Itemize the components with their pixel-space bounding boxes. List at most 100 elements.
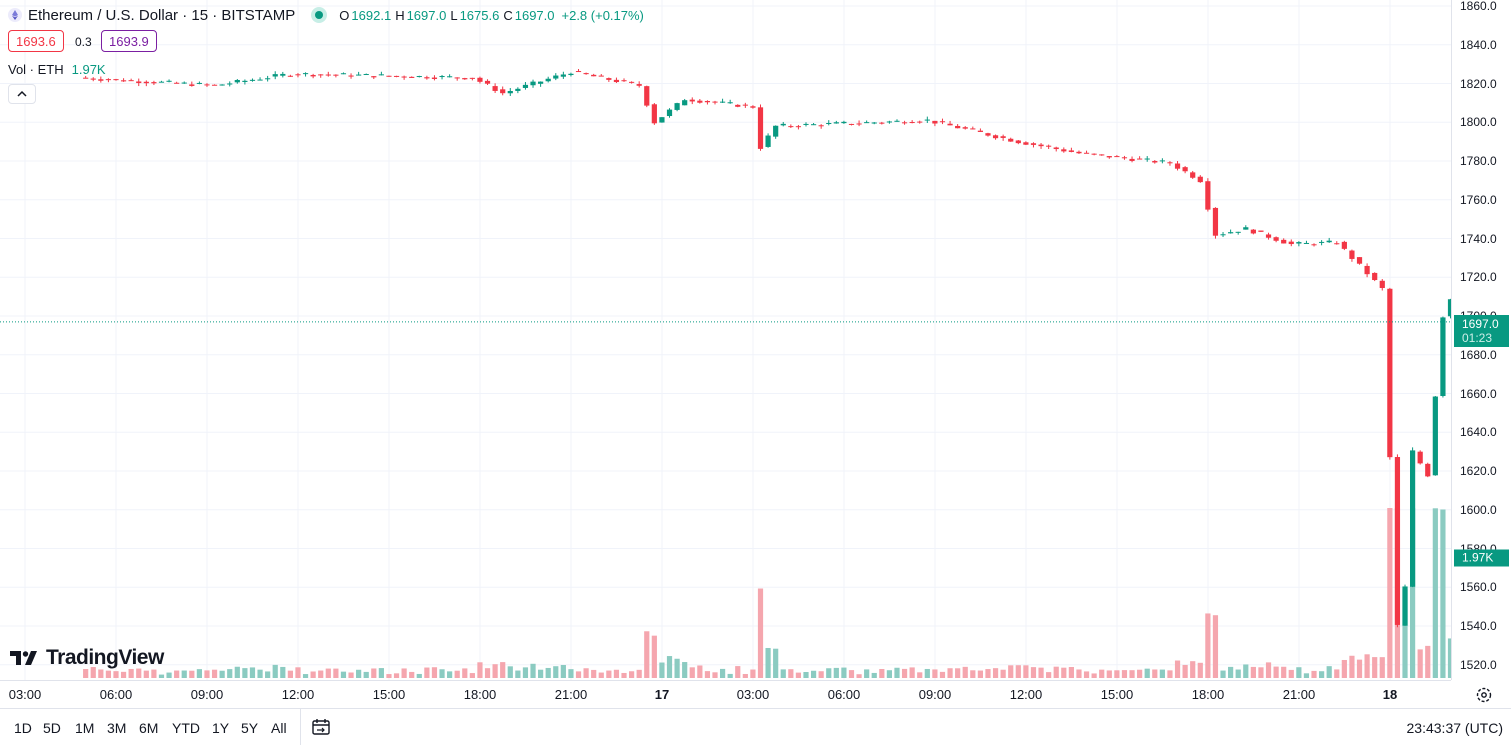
time-axis[interactable]: 03:00 06:00 09:00 12:00 15:00 18:00 21:00 17 03:… xyxy=(0,680,1451,709)
volume-bar xyxy=(1387,508,1393,678)
candle xyxy=(1114,155,1120,158)
volume-bar xyxy=(113,671,119,678)
candle xyxy=(1349,249,1355,262)
volume-bar xyxy=(477,662,483,678)
volume-bar xyxy=(136,668,142,678)
candle xyxy=(143,80,149,87)
volume-bar xyxy=(697,665,703,678)
chart-pane[interactable]: Ethereum / U.S. Dollar · 15 · BITSTAMP O… xyxy=(0,0,1451,680)
volume-bar xyxy=(1409,508,1416,678)
date-range-icon[interactable] xyxy=(300,709,331,745)
range-button-1m[interactable]: 1M xyxy=(75,720,95,736)
candle xyxy=(1121,155,1128,160)
candle xyxy=(310,73,316,79)
sell-button[interactable]: 1693.6 xyxy=(8,30,64,52)
candle xyxy=(1212,207,1219,239)
time-tick: 09:00 xyxy=(190,687,224,702)
volume-bar xyxy=(545,667,551,678)
candle xyxy=(462,77,468,80)
candle xyxy=(105,78,112,83)
volume-bar xyxy=(970,670,976,678)
volume-bar xyxy=(280,666,286,678)
candle xyxy=(1228,229,1234,234)
volume-bar xyxy=(909,667,915,678)
candle xyxy=(1273,236,1279,243)
volume-bar xyxy=(1137,669,1143,678)
price-axis[interactable]: 1860.0 1840.0 1820.0 1800.0 1780.0 1760.0 1740… xyxy=(1451,0,1511,680)
market-status-icon[interactable] xyxy=(311,7,328,23)
price-tick: 1600.0 xyxy=(1460,502,1497,517)
volume-bar xyxy=(378,668,384,678)
open-label: O xyxy=(339,7,350,23)
range-button-5y[interactable]: 5Y xyxy=(241,720,259,736)
volume-bar xyxy=(553,666,559,678)
candle xyxy=(1326,237,1332,243)
candle xyxy=(1099,154,1105,156)
candle xyxy=(325,71,331,77)
volume-bar xyxy=(295,667,301,678)
candle xyxy=(90,77,96,82)
volume-bar xyxy=(598,672,604,678)
volume-bar xyxy=(128,668,134,678)
volume-bar xyxy=(901,668,908,678)
candle xyxy=(1106,156,1112,159)
range-button-1y[interactable]: 1Y xyxy=(212,720,230,736)
candle xyxy=(166,79,172,83)
symbol-title[interactable]: Ethereum / U.S. Dollar · 15 · BITSTAMP xyxy=(28,6,296,24)
buy-button[interactable]: 1693.9 xyxy=(101,30,157,52)
volume-bar xyxy=(1440,509,1446,678)
candle xyxy=(98,76,104,83)
volume-bar xyxy=(227,669,233,678)
volume-bar xyxy=(1106,670,1112,678)
candle xyxy=(909,120,915,124)
volume-bar xyxy=(560,664,566,678)
candle xyxy=(780,121,786,127)
volume-bar xyxy=(356,669,362,678)
candle xyxy=(211,84,218,86)
range-button-3m[interactable]: 3M xyxy=(107,720,127,736)
candle xyxy=(568,72,574,77)
clock-display[interactable]: 23:43:37 (UTC) xyxy=(1406,720,1503,736)
volume-bar xyxy=(1273,666,1279,678)
low-value: 1675.6 xyxy=(459,7,500,23)
candle xyxy=(1379,279,1385,291)
candle xyxy=(401,75,407,80)
candle xyxy=(272,71,278,80)
range-button-ytd[interactable]: YTD xyxy=(172,720,200,736)
range-button-5d[interactable]: 5D xyxy=(43,720,61,736)
candle xyxy=(1447,298,1451,319)
candle xyxy=(742,102,748,108)
candle xyxy=(962,126,968,130)
settings-icon[interactable] xyxy=(1475,686,1493,704)
candle xyxy=(1425,462,1431,478)
collapse-indicators-button[interactable] xyxy=(8,84,36,104)
candlestick-chart[interactable] xyxy=(0,0,1451,680)
price-tick: 1680.0 xyxy=(1460,347,1497,362)
volume-bar xyxy=(166,672,172,678)
volume-bar xyxy=(462,668,468,678)
candle xyxy=(1023,141,1029,146)
candle xyxy=(196,81,202,85)
candle xyxy=(1046,144,1052,149)
candle xyxy=(1432,396,1438,476)
symbol-legend: Ethereum / U.S. Dollar · 15 · BITSTAMP O… xyxy=(8,5,648,25)
candle xyxy=(598,74,604,77)
range-button-1d[interactable]: 1D xyxy=(14,720,32,736)
volume-bar xyxy=(310,671,316,678)
candle xyxy=(181,81,187,84)
candle xyxy=(560,71,566,79)
candle xyxy=(378,71,384,76)
price-tick: 1820.0 xyxy=(1460,76,1497,91)
range-button-all[interactable]: All xyxy=(271,720,287,736)
volume-bar xyxy=(773,648,779,678)
candle xyxy=(1319,240,1325,246)
volume-bar xyxy=(1167,670,1173,678)
volume-bar xyxy=(1311,670,1317,678)
candle xyxy=(773,125,779,139)
volume-bar xyxy=(1114,670,1120,678)
candle xyxy=(803,122,809,127)
tradingview-logo[interactable]: TradingView xyxy=(10,646,164,670)
candle xyxy=(621,78,627,82)
range-button-6m[interactable]: 6M xyxy=(139,720,159,736)
candle xyxy=(219,84,225,86)
